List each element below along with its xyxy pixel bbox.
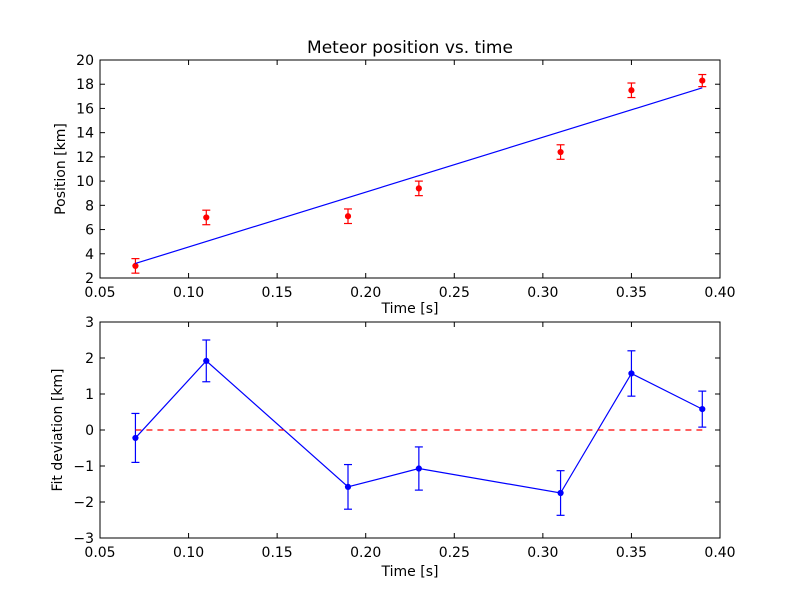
top-x-axis-label: Time [s] — [381, 301, 439, 317]
top-y-tick-label: 14 — [76, 126, 94, 142]
top-y-tick-label: 20 — [76, 53, 94, 69]
top-y-tick-label: 16 — [76, 101, 94, 117]
top-data-point — [628, 87, 635, 94]
bottom-y-tick-label: −1 — [73, 459, 94, 475]
top-data-point — [415, 185, 422, 192]
bottom-axis-ticks: 0.05 0.10 0.15 0.20 0.25 0.30 0.35 0.40 −3 −2 −1 0 1… — [73, 315, 735, 561]
top-x-tick-label: 0.40 — [704, 285, 735, 301]
top-chart-title: Meteor position vs. time — [307, 38, 513, 58]
top-chart: Meteor position vs. time Time [s] Positi… — [53, 38, 736, 317]
bottom-x-tick-label: 0.30 — [527, 545, 558, 561]
top-x-tick-label: 0.35 — [616, 285, 647, 301]
bottom-data-point — [415, 465, 422, 472]
bottom-y-axis-label: Fit deviation [km] — [50, 368, 66, 491]
top-y-tick-label: 12 — [76, 150, 94, 166]
top-y-axis-label: Position [km] — [53, 123, 69, 215]
top-data-point — [132, 262, 139, 269]
top-x-tick-label: 0.15 — [262, 285, 293, 301]
top-y-tick-label: 6 — [85, 223, 94, 239]
bottom-y-tick-label: 3 — [85, 315, 94, 331]
bottom-x-tick-label: 0.10 — [173, 545, 204, 561]
bottom-x-tick-label: 0.25 — [439, 545, 470, 561]
top-y-tick-label: 10 — [76, 174, 94, 190]
top-y-tick-label: 8 — [85, 198, 94, 214]
bottom-x-tick-label: 0.20 — [350, 545, 381, 561]
bottom-y-tick-label: −3 — [73, 531, 94, 547]
bottom-data-point — [628, 370, 635, 377]
top-data-point — [344, 213, 352, 220]
top-fit-line — [135, 87, 703, 265]
bottom-x-tick-label: 0.40 — [704, 545, 735, 561]
bottom-chart: Time [s] Fit deviation [km] 0.05 0.10 0.15… — [50, 315, 736, 580]
bottom-y-tick-label: −2 — [73, 495, 94, 511]
bottom-data-point — [344, 483, 352, 490]
top-x-tick-label: 0.10 — [173, 285, 204, 301]
bottom-data-point — [699, 406, 706, 413]
top-data-point — [203, 214, 210, 221]
bottom-data-point — [203, 357, 210, 364]
bottom-data-point — [557, 489, 564, 497]
bottom-x-tick-label: 0.05 — [84, 545, 115, 561]
top-data-point — [557, 148, 564, 156]
top-x-tick-label: 0.30 — [527, 285, 558, 301]
bottom-x-tick-label: 0.35 — [616, 545, 647, 561]
bottom-data-point — [132, 434, 139, 442]
top-x-tick-label: 0.20 — [350, 285, 381, 301]
bottom-data-marks — [131, 339, 707, 516]
bottom-axes-frame — [99, 321, 721, 539]
bottom-x-axis-label: Time [s] — [381, 564, 439, 580]
bottom-y-tick-label: 2 — [85, 351, 94, 367]
top-axis-ticks: 0.05 0.10 0.15 0.20 0.25 0.30 0.35 0.40 2 4 6 8 10 12… — [76, 53, 735, 301]
top-y-tick-label: 18 — [76, 77, 94, 93]
top-x-tick-label: 0.25 — [439, 285, 470, 301]
bottom-y-tick-label: 1 — [85, 387, 94, 403]
top-y-tick-label: 4 — [85, 247, 94, 263]
top-axes-frame — [99, 59, 721, 279]
bottom-x-tick-label: 0.15 — [262, 545, 293, 561]
top-y-tick-label: 2 — [85, 271, 94, 287]
top-data-point — [699, 77, 706, 84]
bottom-y-tick-label: 0 — [85, 423, 94, 439]
top-plot-area — [100, 60, 720, 278]
top-x-tick-label: 0.05 — [84, 285, 115, 301]
top-data-marks — [131, 73, 707, 274]
